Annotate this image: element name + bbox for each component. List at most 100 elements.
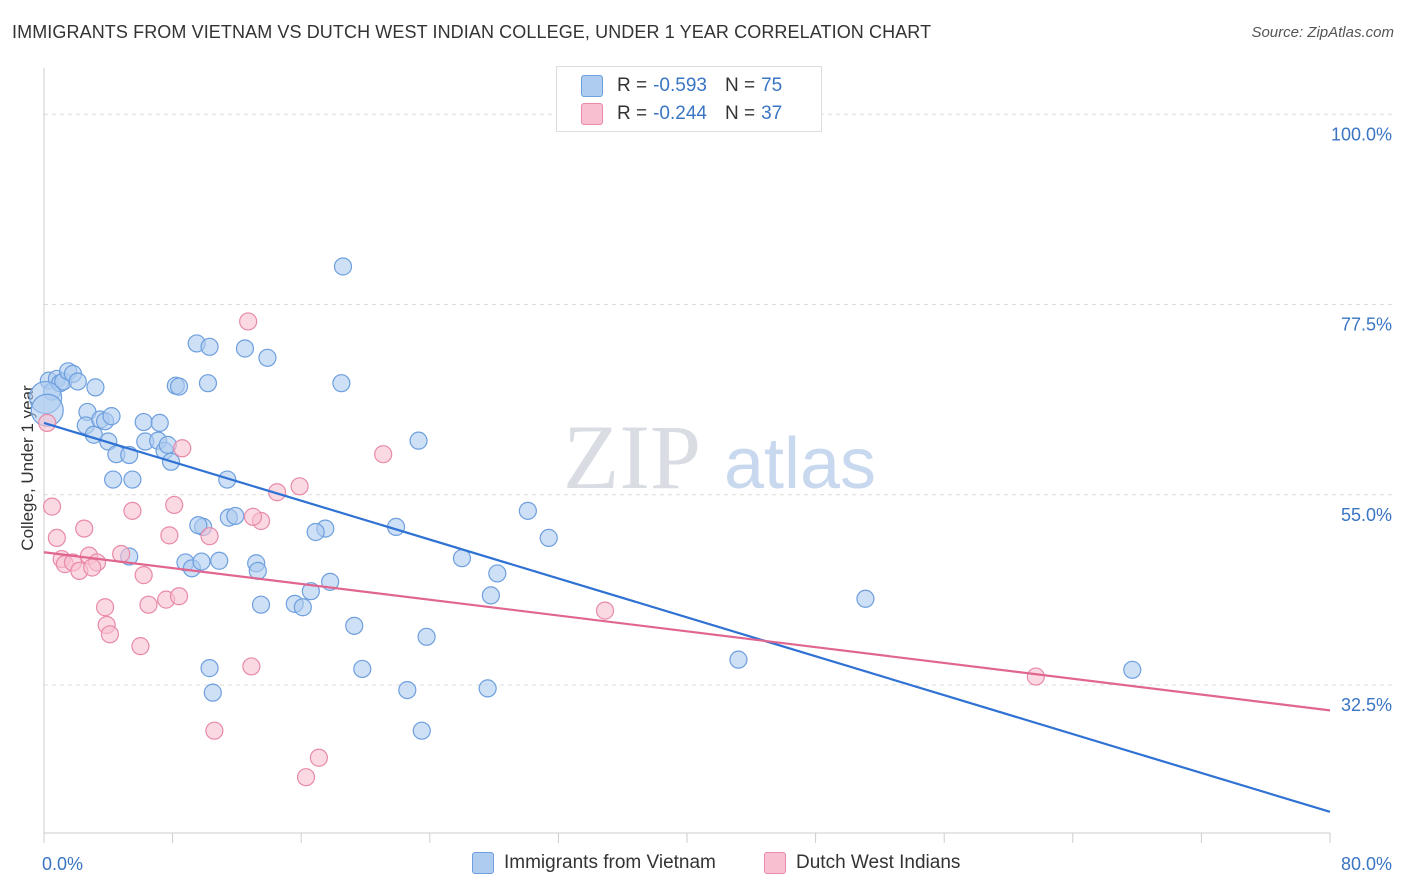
point-vietnam xyxy=(856,589,875,608)
point-dutch xyxy=(100,625,120,644)
point-dutch xyxy=(374,445,393,464)
point-vietnam xyxy=(1123,660,1142,679)
point-dutch xyxy=(160,526,179,545)
point-vietnam xyxy=(189,516,208,535)
point-dutch xyxy=(165,495,184,515)
point-vietnam xyxy=(539,528,558,548)
watermark: ZIP atlas xyxy=(563,406,876,508)
legend-row-dutch: R = -0.244 N = 37 xyxy=(581,101,782,127)
y-tick-label: 55.0% xyxy=(1341,505,1392,525)
point-dutch xyxy=(595,601,615,620)
axes xyxy=(43,68,1331,843)
point-dutch xyxy=(290,477,309,496)
point-dutch xyxy=(83,558,102,577)
point-vietnam xyxy=(478,679,497,698)
point-vietnam xyxy=(210,551,229,570)
bottom-legend-label-vietnam: Immigrants from Vietnam xyxy=(504,852,716,873)
point-vietnam xyxy=(417,627,436,646)
point-dutch xyxy=(309,748,328,767)
point-dutch xyxy=(267,483,287,502)
bottom-legend-dutch: Dutch West Indians xyxy=(764,852,960,874)
point-vietnam xyxy=(333,257,353,276)
point-dutch xyxy=(95,598,115,617)
point-dutch xyxy=(239,312,258,331)
point-dutch xyxy=(131,637,150,656)
point-vietnam xyxy=(412,721,431,740)
point-vietnam xyxy=(68,372,87,391)
point-vietnam xyxy=(258,348,277,367)
point-dutch xyxy=(139,595,158,614)
point-dutch xyxy=(112,544,131,564)
point-dutch xyxy=(123,501,142,520)
point-vietnam xyxy=(169,377,189,396)
point-vietnam xyxy=(518,501,537,520)
point-dutch xyxy=(205,721,224,740)
bottom-legend-label-dutch: Dutch West Indians xyxy=(796,852,961,873)
point-vietnam xyxy=(226,506,245,526)
point-dutch xyxy=(173,439,192,458)
y-tick-label: 32.5% xyxy=(1341,695,1392,715)
point-vietnam xyxy=(409,431,428,450)
point-vietnam xyxy=(192,552,211,571)
point-dutch xyxy=(242,657,261,676)
watermark-atlas: atlas xyxy=(724,424,876,504)
point-vietnam xyxy=(198,374,218,393)
legend-n-label: N = xyxy=(724,103,756,124)
point-vietnam xyxy=(203,683,222,702)
bottom-legend-swatch-vietnam xyxy=(472,852,494,874)
x-tick-label: 80.0% xyxy=(1341,854,1392,874)
point-vietnam xyxy=(102,407,121,426)
point-vietnam xyxy=(200,337,219,356)
point-vietnam xyxy=(345,616,364,635)
point-vietnam xyxy=(293,598,312,617)
point-vietnam xyxy=(235,339,255,358)
y-tick-label: 77.5% xyxy=(1341,315,1392,335)
legend-n-label: N = xyxy=(724,75,756,96)
point-dutch xyxy=(243,507,263,526)
point-vietnam xyxy=(306,522,325,542)
point-dutch xyxy=(47,528,66,548)
legend-r-label: R = xyxy=(617,75,648,96)
y-tick-label: 100.0% xyxy=(1331,124,1392,144)
trend-lines xyxy=(43,421,1331,813)
point-vietnam xyxy=(353,659,372,679)
point-dutch xyxy=(75,519,94,538)
point-vietnam xyxy=(488,564,507,583)
point-dutch xyxy=(200,527,219,546)
point-dutch xyxy=(134,566,153,585)
legend-r-value: -0.244 xyxy=(653,103,707,124)
point-vietnam xyxy=(104,470,123,489)
legend-r-label: R = xyxy=(617,103,648,124)
point-vietnam xyxy=(301,582,320,601)
point-dutch xyxy=(42,497,62,516)
bottom-legend-swatch-dutch xyxy=(764,852,786,874)
point-vietnam xyxy=(398,681,417,700)
trend-line-dutch xyxy=(43,551,1331,712)
grid-lines xyxy=(44,113,1392,686)
legend-n-value: 37 xyxy=(761,103,783,124)
legend-n-value: 75 xyxy=(761,75,783,96)
point-dutch xyxy=(296,768,316,787)
watermark-zip: ZIP xyxy=(563,406,701,508)
legend-swatch-dutch xyxy=(581,103,603,125)
tick-labels: 32.5% 55.0% 77.5% 100.0% 0.0% 80.0% xyxy=(42,124,1392,874)
point-vietnam xyxy=(251,595,271,614)
point-vietnam xyxy=(200,659,219,678)
point-vietnam xyxy=(729,650,748,669)
point-vietnam xyxy=(150,413,169,433)
trend-line-vietnam xyxy=(43,421,1331,813)
point-vietnam xyxy=(86,378,105,397)
legend-row-vietnam: R = -0.593 N = 75 xyxy=(581,73,782,99)
bottom-legend-vietnam: Immigrants from Vietnam xyxy=(472,852,716,874)
point-dutch xyxy=(1026,667,1045,686)
point-dutch xyxy=(169,587,189,606)
point-vietnam xyxy=(218,470,237,489)
point-vietnam xyxy=(123,470,142,489)
source-label: Source: ZipAtlas.com xyxy=(1251,24,1394,41)
legend-swatch-vietnam xyxy=(581,75,603,97)
chart-title: IMMIGRANTS FROM VIETNAM VS DUTCH WEST IN… xyxy=(12,22,932,42)
data-points xyxy=(29,257,1142,787)
x-tick-label: 0.0% xyxy=(42,854,83,874)
legend-r-value: -0.593 xyxy=(653,75,707,96)
